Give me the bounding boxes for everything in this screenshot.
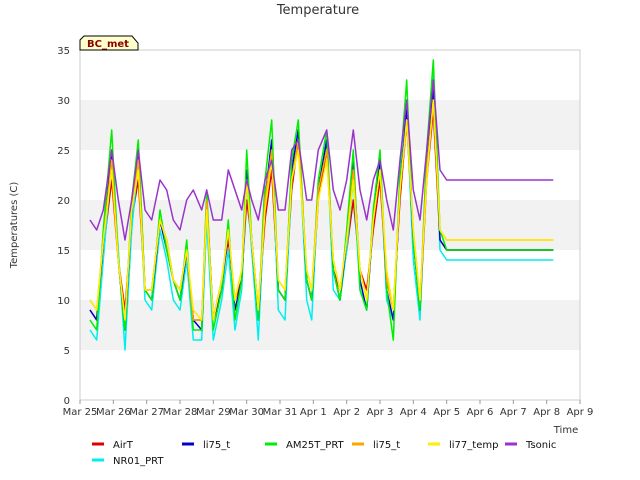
legend-label: Tsonic: [525, 440, 556, 451]
legend-label: AirT: [113, 440, 134, 451]
badge: BC_met: [79, 35, 139, 51]
x-tick-label: Apr 1: [300, 407, 327, 418]
grid-band: [80, 300, 580, 350]
x-tick-label: Mar 31: [263, 407, 298, 418]
legend-label: li75_t: [203, 440, 230, 451]
chart-title: Temperature: [276, 3, 359, 18]
x-tick-label: Mar 29: [196, 407, 231, 418]
y-tick-label: 5: [64, 346, 70, 357]
x-tick-label: Apr 8: [533, 407, 560, 418]
series-line-am25t-prt-3: [89, 59, 554, 341]
y-tick-label: 30: [57, 96, 70, 107]
y-axis-label: Temperatures (C): [9, 182, 20, 270]
x-tick-label: Apr 4: [400, 407, 427, 418]
x-tick-label: Apr 5: [433, 407, 460, 418]
x-tick-label: Mar 30: [229, 407, 264, 418]
y-tick-label: 20: [57, 196, 70, 207]
x-tick-label: Apr 2: [333, 407, 360, 418]
grid-bands: [80, 100, 580, 350]
x-tick-label: Apr 9: [567, 407, 594, 418]
y-axis-ticks: 0 5 10 15 20 25 30 35: [57, 46, 70, 407]
grid-band: [80, 100, 580, 150]
x-axis-label: Time: [553, 425, 578, 436]
y-tick-label: 0: [64, 396, 70, 407]
y-tick-label: 15: [57, 246, 70, 257]
legend-label: AM25T_PRT: [286, 440, 345, 451]
legend-label: li77_temp: [449, 440, 498, 451]
badge-label: BC_met: [87, 39, 129, 50]
legend-label: li75_t: [373, 440, 400, 451]
legend: AirT NR01_PRT li75_t AM25T_PRT li75_t li77_te…: [92, 440, 556, 467]
y-tick-label: 35: [57, 46, 70, 57]
badge-shape: [79, 35, 139, 51]
y-tick-label: 10: [57, 296, 70, 307]
y-tick-label: 25: [57, 146, 70, 157]
legend-label: NR01_PRT: [113, 456, 164, 467]
x-tick-label: Mar 26: [96, 407, 131, 418]
series-line-li77-temp-5: [89, 99, 554, 321]
x-tick-label: Mar 28: [163, 407, 198, 418]
x-tick-label: Mar 27: [129, 407, 164, 418]
x-tick-label: Apr 6: [467, 407, 494, 418]
series-lines: [89, 59, 554, 351]
x-tick-label: Mar 25: [63, 407, 98, 418]
x-tick-label: Apr 3: [367, 407, 394, 418]
plot-frame: [79, 49, 581, 401]
series-line-tsonic-6: [89, 79, 554, 241]
x-tick-label: Apr 7: [500, 407, 527, 418]
